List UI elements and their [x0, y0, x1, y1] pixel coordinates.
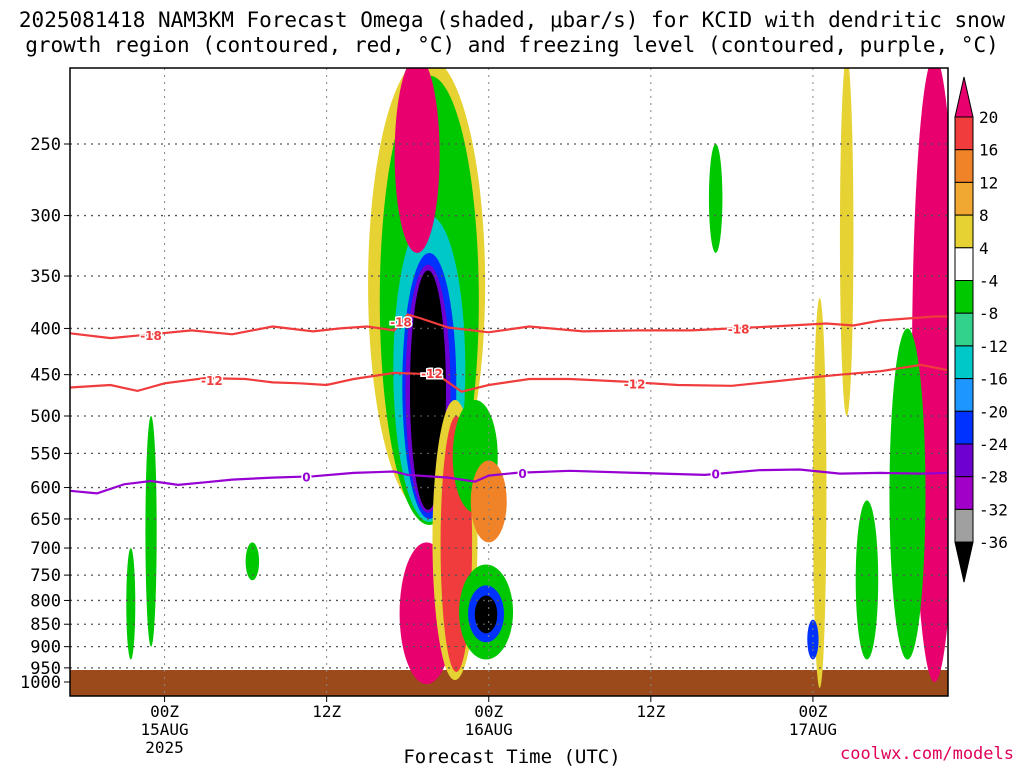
- colorbar-swatch: [954, 443, 974, 478]
- y-tick-label: 350: [30, 267, 61, 287]
- colorbar: 20 16 12 8 4 -4 -8 -12 -16 -20 -24 -28 -32 -36: [954, 76, 1008, 583]
- colorbar-label: -20: [979, 402, 1008, 421]
- y-tick-label: 300: [30, 207, 61, 227]
- x-tick-year: 2025: [145, 738, 184, 757]
- x-tick-date: 17AUG: [789, 720, 837, 739]
- omega-area-green-left-2: [126, 548, 136, 660]
- x-tick-date: 15AUG: [140, 720, 188, 739]
- contour-line-0: [70, 468, 948, 495]
- colorbar-swatch: [954, 181, 974, 216]
- y-tick-label: 750: [30, 566, 61, 586]
- colorbar-swatch: [954, 214, 974, 249]
- colorbar-label: -8: [979, 304, 998, 323]
- y-tick-label: 800: [30, 591, 61, 611]
- omega-area-green-left: [145, 416, 157, 647]
- colorbar-label: -32: [979, 500, 1008, 519]
- chart-title-line-2: growth region (contoured, red, °C) and f…: [25, 33, 999, 57]
- colorbar-label: 20: [979, 108, 998, 127]
- y-tick-label: 650: [30, 510, 61, 530]
- colorbar-swatch: [954, 116, 974, 151]
- colorbar-label: -16: [979, 370, 1008, 389]
- contour-label: -18: [390, 316, 412, 330]
- y-tick-label: 900: [30, 638, 61, 658]
- colorbar-swatch: [954, 345, 974, 380]
- credit-link[interactable]: coolwx.com/models: [840, 744, 1014, 764]
- x-tick-label: 00Z: [474, 702, 503, 721]
- colorbar-arrow-top: [954, 76, 974, 118]
- x-tick-date: 16AUG: [465, 720, 513, 739]
- colorbar-arrow-bottom: [954, 541, 974, 583]
- colorbar-label: -24: [979, 435, 1008, 454]
- colorbar-swatch: [954, 247, 974, 282]
- colorbar-swatch: [954, 410, 974, 445]
- y-tick-label: 850: [30, 615, 61, 635]
- x-axis-title: Forecast Time (UTC): [403, 746, 621, 768]
- colorbar-label: 8: [979, 206, 989, 225]
- y-tick-label: 250: [30, 135, 61, 155]
- ground-band: [70, 670, 948, 696]
- omega-area-max-ascent: [409, 270, 446, 510]
- omega-area-green-upper: [708, 144, 723, 253]
- contours: -18 -18 -18 -12 -12 -12 0 0 0: [70, 313, 948, 495]
- contour-label: 0: [711, 468, 719, 482]
- colorbar-label: 4: [979, 239, 989, 258]
- omega-area-blue-right: [807, 619, 819, 660]
- contour-label: 0: [518, 467, 526, 481]
- colorbar-swatch: [954, 508, 974, 543]
- colorbar-swatch: [954, 280, 974, 314]
- colorbar-label: 12: [979, 173, 998, 192]
- contour-line--18: [70, 313, 948, 340]
- colorbar-label: -28: [979, 468, 1008, 487]
- x-tick-label: 00Z: [150, 702, 179, 721]
- chart-title-line-1: 2025081418 NAM3KM Forecast Omega (shaded…: [18, 8, 1006, 32]
- y-tick-label: 950: [30, 659, 61, 679]
- colorbar-label: 16: [979, 141, 998, 160]
- omega-area-yellow-right: [839, 68, 854, 416]
- x-tick-label: 00Z: [798, 702, 827, 721]
- omega-area-green-right-2: [889, 328, 926, 660]
- contour-label: -12: [421, 367, 443, 381]
- y-tick-label: 400: [30, 319, 61, 339]
- colorbar-label: -36: [979, 533, 1008, 552]
- omega-area-ascent-low-core: [474, 595, 498, 634]
- colorbar-swatch: [954, 312, 974, 347]
- y-tick-label: 600: [30, 479, 61, 499]
- colorbar-swatch: [954, 149, 974, 183]
- colorbar-swatch: [954, 476, 974, 510]
- y-tick-label: 1000: [20, 673, 61, 693]
- x-tick-label: 12Z: [312, 702, 341, 721]
- colorbar-label: -4: [979, 272, 998, 291]
- contour-line--12: [70, 363, 948, 393]
- contour-label: -18: [728, 322, 750, 336]
- y-axis: 250 300 350 400 450 500 550 600 650 700 750 800 850 9…: [20, 135, 70, 693]
- contour-label: 0: [302, 470, 310, 484]
- omega-area-green-right: [855, 500, 879, 660]
- omega-shading: [70, 68, 948, 696]
- omega-area-yellow-right-2: [812, 297, 827, 688]
- colorbar-swatch: [954, 378, 974, 412]
- omega-area-green-left-3: [245, 542, 260, 581]
- plot-frame: [69, 67, 949, 697]
- y-tick-label: 450: [30, 366, 61, 386]
- y-tick-label: 550: [30, 444, 61, 464]
- omega-area-descent-mid: [470, 460, 507, 543]
- contour-label: -12: [201, 374, 223, 388]
- contour-label: -12: [624, 377, 646, 391]
- y-tick-label: 500: [30, 407, 61, 427]
- y-tick-label: 700: [30, 539, 61, 559]
- colorbar-label: -12: [979, 337, 1008, 356]
- omega-area-descent-top: [394, 68, 440, 253]
- contour-label: -18: [140, 329, 162, 343]
- x-tick-label: 12Z: [636, 702, 665, 721]
